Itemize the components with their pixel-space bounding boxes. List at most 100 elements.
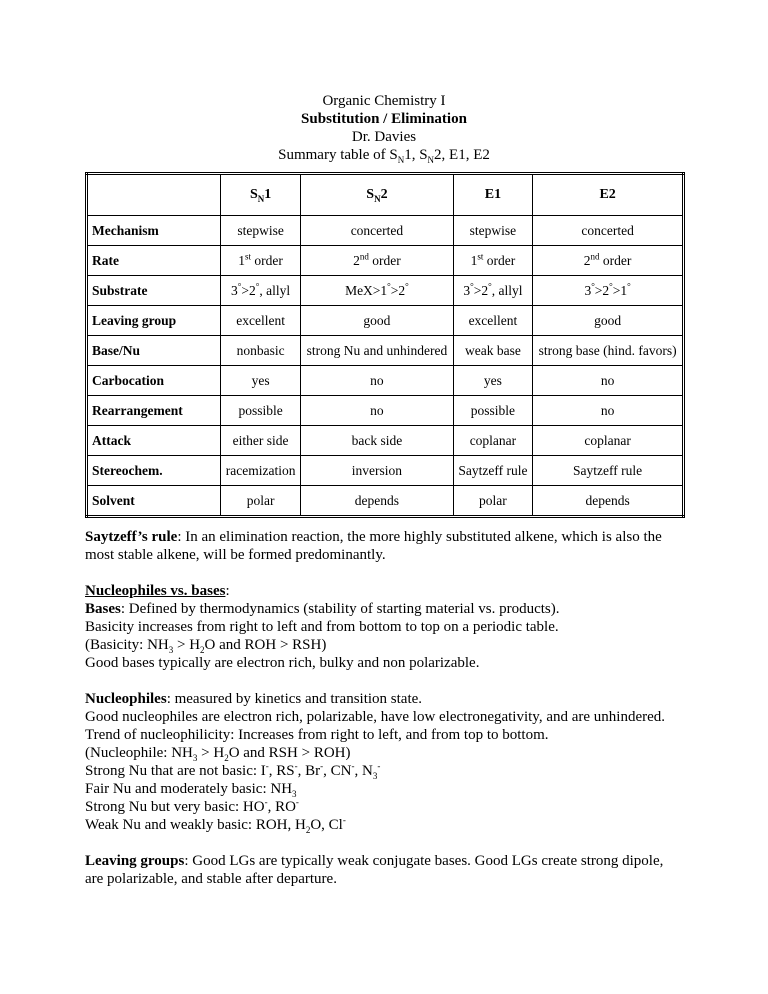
text-line: Basicity increases from right to left an…: [85, 618, 685, 636]
superscript: °: [488, 281, 492, 291]
text-run: Good bases typically are electron rich, …: [85, 655, 480, 671]
text-run: Organic Chemistry I: [322, 93, 446, 109]
text-run: Trend of nucleophilicity: Increases from…: [85, 727, 549, 743]
text-run: weak base: [465, 342, 521, 358]
subscript: 2: [224, 753, 229, 763]
table-cell: concerted: [532, 215, 684, 246]
table-cell: polar: [219, 485, 302, 517]
header-row: SN1 SN2 E1 E2: [86, 173, 684, 216]
row-label: Rearrangement: [86, 395, 221, 426]
text-run: , N: [354, 763, 373, 779]
table-cell: no: [532, 395, 684, 426]
text-line: Fair Nu and moderately basic: NH3: [85, 780, 685, 799]
superscript: -: [295, 797, 299, 807]
table-cell: strong Nu and unhindered: [300, 335, 454, 366]
text-run: possible: [470, 402, 516, 418]
table-cell: polar: [452, 485, 534, 517]
subscript: 2: [200, 645, 205, 655]
table-cell: possible: [219, 395, 302, 426]
row-label: Solvent: [86, 485, 221, 517]
superscript: °: [405, 281, 409, 291]
text-run: 1: [470, 252, 478, 268]
corner-cell: [86, 173, 221, 216]
table-cell: 1st order: [219, 245, 302, 276]
superscript: nd: [359, 251, 369, 261]
text-run: : Good LGs are typically weak conjugate …: [85, 853, 664, 887]
subscript: N: [427, 155, 435, 165]
row-label: Carbocation: [86, 365, 221, 396]
text-run: no: [370, 372, 384, 388]
table-cell: 2nd order: [532, 245, 684, 276]
text-run: order: [368, 252, 401, 268]
column-header: SN2: [300, 173, 454, 216]
text-line: Trend of nucleophilicity: Increases from…: [85, 726, 685, 744]
table-cell: inversion: [300, 455, 454, 486]
text-run: , Br: [297, 763, 321, 779]
bold-run: Leaving groups: [85, 853, 185, 869]
text-run: Fair Nu and moderately basic: NH: [85, 781, 293, 797]
section: Nucleophiles vs. bases: Bases: Defined by…: [85, 582, 685, 672]
notes: Saytzeff’s rule: In an elimination react…: [85, 528, 685, 906]
text-run: Carbocation: [92, 372, 164, 388]
table-row: Rearrangement possible no possible no: [86, 395, 684, 426]
table-cell: Saytzeff rule: [452, 455, 534, 486]
text-run: excellent: [468, 312, 518, 328]
text-run: >2: [390, 282, 406, 298]
text-run: order: [483, 252, 516, 268]
text-run: strong Nu and unhindered: [306, 342, 448, 358]
table-cell: 3°>2°>1°: [532, 275, 684, 306]
table-cell: Saytzeff rule: [532, 455, 684, 486]
table-row: Rate 1st order 2nd order 1st order 2nd order: [86, 245, 684, 276]
text-run: : measured by kinetics and transition st…: [166, 691, 423, 707]
text-run: 2: [380, 187, 388, 202]
text-run: stepwise: [469, 222, 517, 238]
table-cell: coplanar: [452, 425, 534, 456]
text-run: Summary table of S: [278, 147, 398, 163]
column-header: E1: [452, 173, 534, 216]
superscript: -: [294, 761, 298, 771]
table-cell: depends: [532, 485, 684, 517]
text-run: coplanar: [469, 432, 517, 448]
superscript: -: [265, 761, 269, 771]
table-row: Carbocation yes no yes no: [86, 365, 684, 396]
superscript: nd: [590, 251, 600, 261]
text-run: concerted: [581, 222, 634, 238]
text-run: back side: [351, 432, 403, 448]
text-run: , CN: [323, 763, 352, 779]
table-cell: strong base (hind. favors): [532, 335, 684, 366]
superscript: -: [351, 761, 355, 771]
text-run: Basicity increases from right to left an…: [85, 619, 559, 635]
text-run: >2: [241, 282, 256, 298]
text-run: 2, E1, E2: [434, 147, 490, 163]
table-row: Attack either side back side coplanar coplan…: [86, 425, 684, 456]
text-run: Saytzeff rule: [573, 462, 643, 478]
superscript: -: [264, 797, 268, 807]
text-run: good: [594, 312, 622, 328]
bold-run: Nucleophiles vs. bases: [85, 583, 226, 599]
table-cell: racemization: [219, 455, 302, 486]
superscript: °: [470, 281, 474, 291]
text-line: Good nucleophiles are electron rich, pol…: [85, 708, 685, 726]
text-run: Strong Nu that are not basic: I: [85, 763, 266, 779]
row-label: Substrate: [86, 275, 221, 306]
table-cell: 3°>2°, allyl: [452, 275, 534, 306]
text-run: S: [366, 187, 375, 202]
table-cell: weak base: [452, 335, 534, 366]
text-run: Mechanism: [92, 222, 159, 238]
superscript: st: [245, 251, 252, 261]
table-cell: no: [300, 395, 454, 426]
text-run: >2: [473, 282, 489, 298]
superscript: °: [591, 281, 595, 291]
subscript: 3: [372, 771, 378, 781]
table-row: Substrate 3°>2°, allyl MeX>1°>2° 3°>2°, all…: [86, 275, 684, 306]
text-run: S: [249, 187, 258, 202]
subscript: 3: [292, 789, 297, 799]
text-run: (Basicity: NH: [85, 637, 169, 653]
text-run: polar: [246, 492, 275, 508]
text-run: 3: [463, 282, 471, 298]
text-run: E2: [599, 187, 616, 202]
subscript: 2: [305, 825, 311, 835]
table-row: Solvent polar depends polar depends: [86, 485, 684, 517]
table-cell: concerted: [300, 215, 454, 246]
text-run: Strong Nu but very basic: HO: [85, 799, 265, 815]
